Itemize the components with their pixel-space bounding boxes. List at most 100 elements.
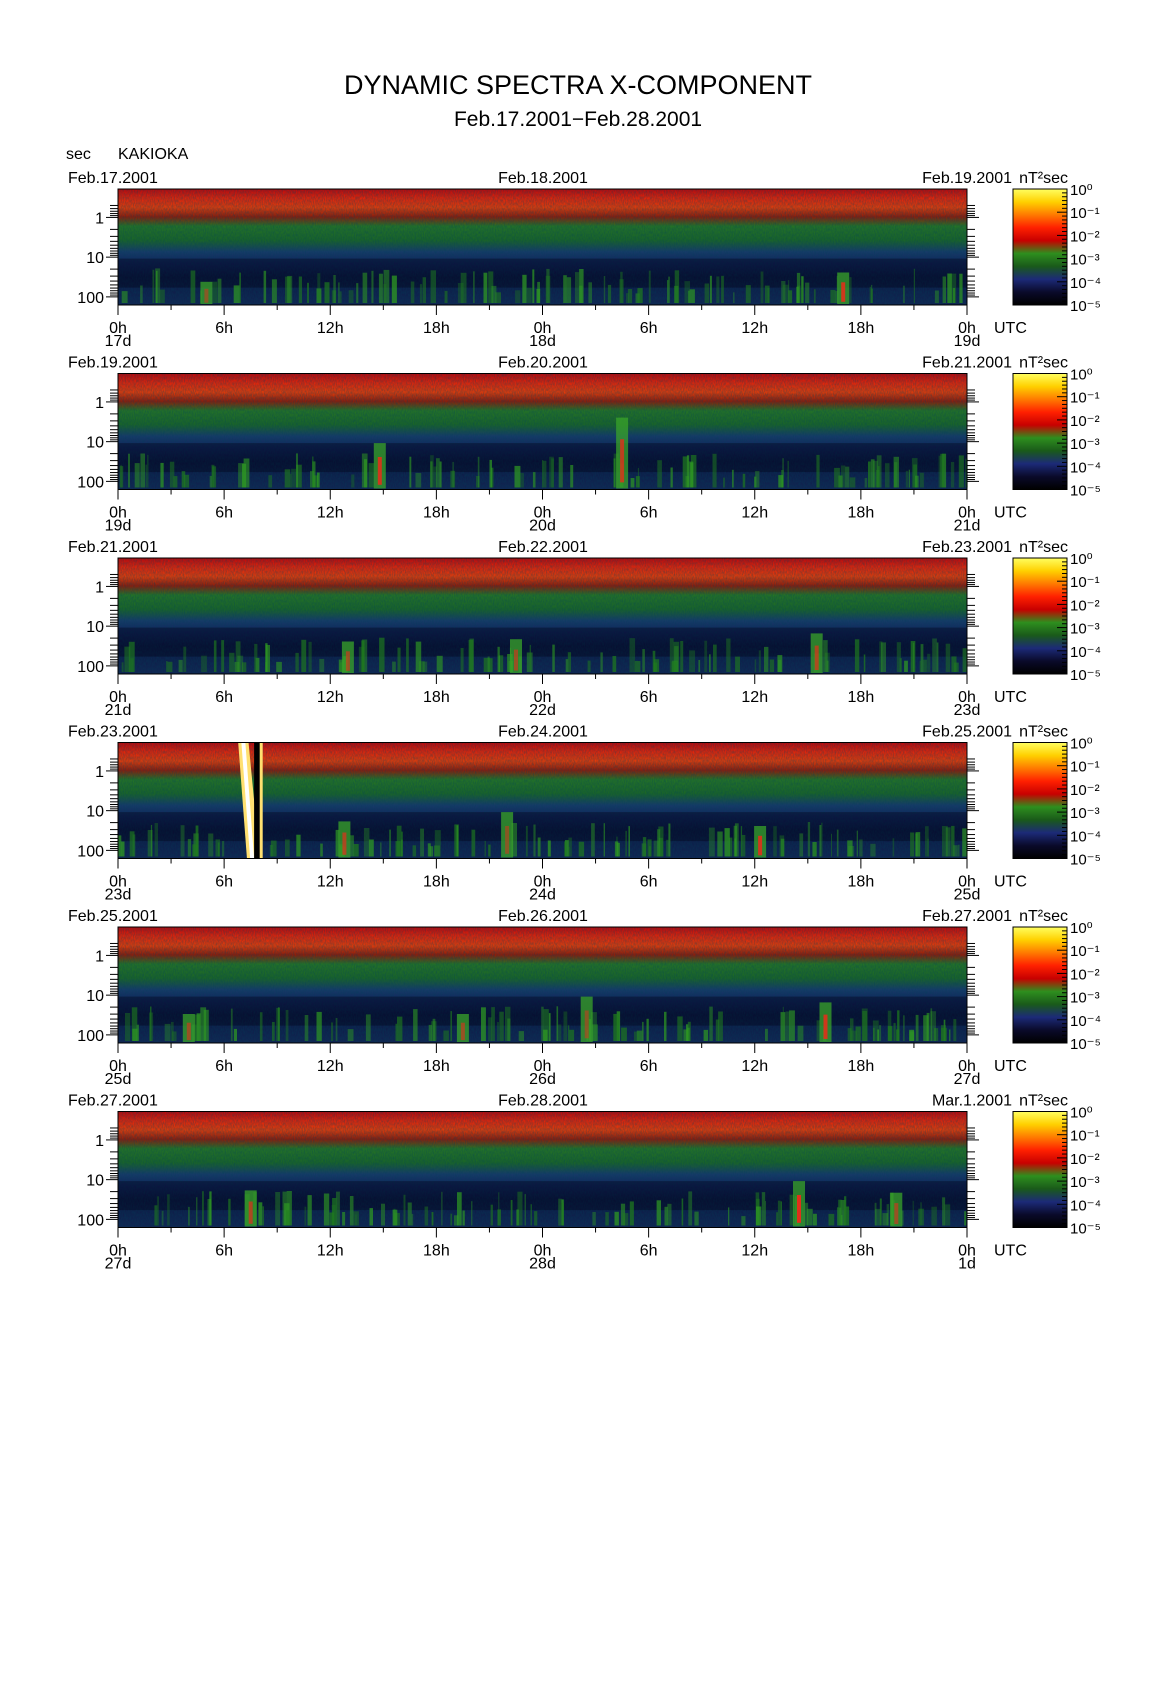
activity-streak	[333, 275, 336, 303]
y-tick-label: 1	[95, 210, 104, 227]
activity-streak	[856, 830, 858, 857]
activity-streak	[287, 275, 293, 303]
activity-streak	[637, 288, 643, 303]
activity-streak	[622, 1213, 629, 1226]
activity-streak	[945, 643, 951, 672]
activity-streak	[910, 641, 916, 672]
activity-streak	[607, 284, 612, 303]
panel-date-left: Feb.19.2001	[68, 355, 158, 372]
activity-streak	[816, 1020, 821, 1041]
activity-streak	[120, 841, 125, 857]
activity-streak	[552, 644, 555, 672]
activity-streak	[380, 842, 382, 857]
activity-streak	[229, 652, 235, 672]
activity-streak	[592, 1212, 596, 1226]
activity-streak	[542, 460, 547, 488]
activity-streak	[561, 1199, 564, 1226]
storm-core	[241, 742, 255, 859]
colorbar-tick-label: 10⁻³	[1070, 1174, 1100, 1191]
activity-streak	[919, 472, 924, 488]
activity-streak	[207, 1199, 212, 1226]
activity-streak	[925, 826, 929, 857]
activity-streak	[505, 1006, 511, 1041]
colorbar-tick-label: 10⁰	[1070, 182, 1093, 199]
colorbar-tick-label: 10⁻³	[1070, 621, 1100, 638]
activity-streak	[350, 835, 354, 857]
activity-streak	[726, 638, 731, 672]
activity-streak	[483, 657, 490, 672]
x-tick-label: 6h	[640, 689, 658, 706]
activity-streak	[959, 273, 963, 303]
activity-streak	[457, 1192, 462, 1226]
activity-streak	[522, 274, 527, 303]
activity-streak	[953, 1019, 957, 1041]
activity-streak	[657, 460, 662, 488]
colorbar-tick-label: 10⁻⁵	[1070, 483, 1101, 500]
day-label: 25d	[105, 1071, 132, 1088]
activity-streak	[537, 837, 541, 857]
activity-streak	[680, 641, 684, 672]
y-tick-label: 1	[95, 764, 104, 781]
activity-streak	[121, 291, 128, 303]
activity-streak	[849, 277, 852, 303]
event-core	[186, 1022, 191, 1041]
activity-streak	[765, 1028, 768, 1041]
activity-streak	[526, 652, 533, 672]
activity-streak	[473, 271, 475, 303]
colorbar-tick-label: 10⁻¹	[1070, 205, 1100, 222]
event-core	[841, 282, 846, 302]
event-core	[894, 1203, 899, 1224]
activity-streak	[336, 1191, 340, 1226]
activity-streak	[788, 290, 793, 303]
panel-date-right: Mar.1.2001	[932, 1093, 1012, 1110]
activity-streak	[152, 269, 155, 303]
colorbar-tick-label: 10⁻⁴	[1070, 1013, 1101, 1030]
activity-streak	[443, 1030, 449, 1041]
activity-streak	[558, 1198, 562, 1226]
activity-streak	[441, 1191, 443, 1226]
activity-streak	[742, 473, 746, 488]
activity-streak	[951, 825, 955, 857]
activity-streak	[754, 659, 757, 672]
activity-streak	[870, 843, 876, 857]
day-label: 18d	[529, 333, 556, 350]
activity-streak	[804, 1202, 809, 1226]
activity-streak	[433, 466, 437, 488]
x-tick-label: 18h	[423, 874, 450, 891]
x-tick-label: 18h	[848, 320, 875, 337]
activity-streak	[160, 462, 164, 488]
event-core	[758, 835, 763, 856]
activity-streak	[369, 1208, 373, 1226]
activity-streak	[684, 281, 690, 303]
activity-streak	[427, 843, 431, 857]
x-tick-label: 6h	[640, 1243, 658, 1260]
activity-streak	[850, 1018, 854, 1041]
activity-streak	[331, 290, 337, 303]
activity-streak	[410, 281, 415, 303]
activity-streak	[629, 638, 636, 672]
activity-streak	[761, 1192, 766, 1226]
activity-streak	[516, 1209, 519, 1226]
activity-streak	[887, 1026, 893, 1041]
activity-streak	[498, 655, 504, 672]
activity-streak	[840, 1215, 843, 1226]
activity-streak	[290, 473, 292, 488]
x-tick-label: 0h	[958, 689, 976, 706]
activity-streak	[760, 271, 764, 303]
activity-streak	[667, 1203, 672, 1226]
activity-streak	[944, 1204, 951, 1226]
activity-streak	[439, 461, 442, 488]
activity-streak	[230, 1008, 233, 1041]
activity-streak	[806, 1208, 813, 1226]
x-tick-label: 0h	[534, 1243, 552, 1260]
activity-streak	[201, 655, 207, 672]
activity-streak	[668, 276, 670, 303]
activity-streak	[497, 1022, 499, 1041]
activity-streak	[392, 661, 396, 672]
activity-streak	[689, 650, 695, 672]
activity-streak	[904, 660, 908, 672]
y-tick-label: 100	[77, 474, 104, 491]
activity-streak	[316, 472, 320, 488]
colorbar-tick-label: 10⁻⁵	[1070, 1036, 1101, 1053]
